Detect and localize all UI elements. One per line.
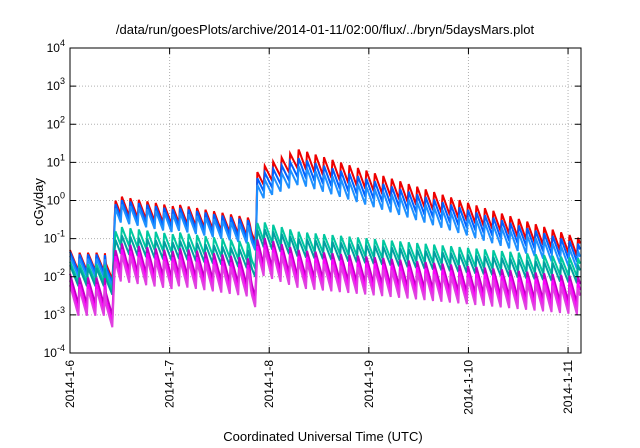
x-ticks: 2014-1-6 2014-1-7 2014-1-8 2014-1-9 2014-1-1… [63, 48, 575, 415]
series-line-3 [69, 165, 582, 287]
grid [69, 47, 581, 354]
y-axis-label: cGy/day [31, 178, 46, 226]
y-tick-label: 100 [47, 191, 65, 208]
y-tick-label: 103 [47, 76, 65, 93]
y-ticks: 10-4 10-3 10-2 10-1 100 101 102 103 104 [44, 38, 581, 360]
x-tick-label: 2014-1-9 [362, 360, 376, 408]
x-tick-label: 2014-1-11 [561, 360, 575, 414]
x-tick-label: 2014-1-6 [63, 360, 77, 408]
x-axis-label: Coordinated Universal Time (UTC) [223, 429, 422, 444]
y-tick-label: 10-1 [44, 229, 65, 246]
x-tick-label: 2014-1-8 [262, 360, 276, 408]
y-tick-label: 101 [47, 152, 65, 169]
series-layer [69, 149, 582, 328]
y-tick-label: 10-2 [44, 267, 65, 284]
series-line-8 [69, 249, 582, 328]
y-tick-label: 10-3 [44, 305, 65, 322]
x-tick-label: 2014-1-7 [163, 360, 177, 408]
y-tick-label: 10-4 [44, 343, 65, 360]
y-tick-label: 104 [47, 38, 65, 55]
x-tick-label: 2014-1-10 [461, 360, 475, 415]
y-tick-label: 102 [47, 114, 65, 131]
chart-title: /data/run/goesPlots/archive/2014-01-11/0… [116, 22, 535, 37]
